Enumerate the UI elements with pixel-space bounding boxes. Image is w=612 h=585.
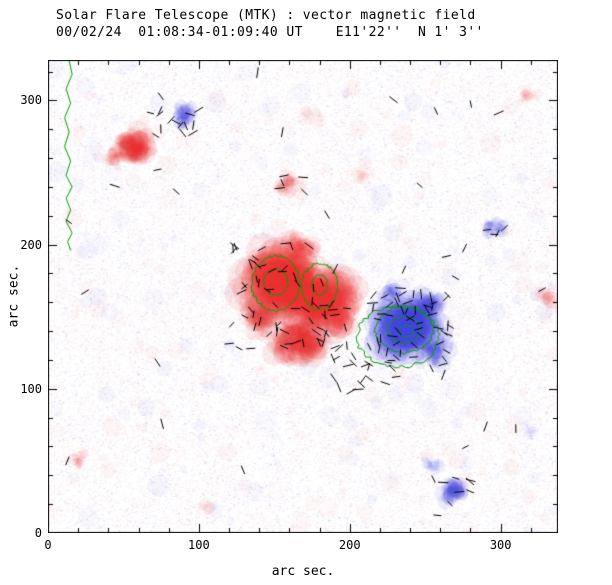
x-tick-label: 300 — [489, 538, 512, 552]
x-tick-label: 100 — [188, 538, 210, 552]
y-axis-label: arc sec. — [6, 264, 22, 328]
y-tick-label: 300 — [20, 93, 42, 108]
y-tick-label: 0 — [34, 526, 42, 540]
chart-title: Solar Flare Telescope (MTK) : vector mag… — [56, 8, 476, 23]
x-tick-label: 0 — [44, 538, 52, 552]
x-tick-label: 200 — [338, 538, 361, 552]
chart-subtitle: 00/02/24 01:08:34-01:09:40 UT E11'22'' N… — [56, 25, 484, 40]
y-tick-label: 100 — [20, 381, 42, 396]
x-axis-label: arc sec. — [271, 564, 335, 579]
plot-canvas — [48, 60, 558, 533]
y-tick-label: 200 — [20, 237, 42, 252]
